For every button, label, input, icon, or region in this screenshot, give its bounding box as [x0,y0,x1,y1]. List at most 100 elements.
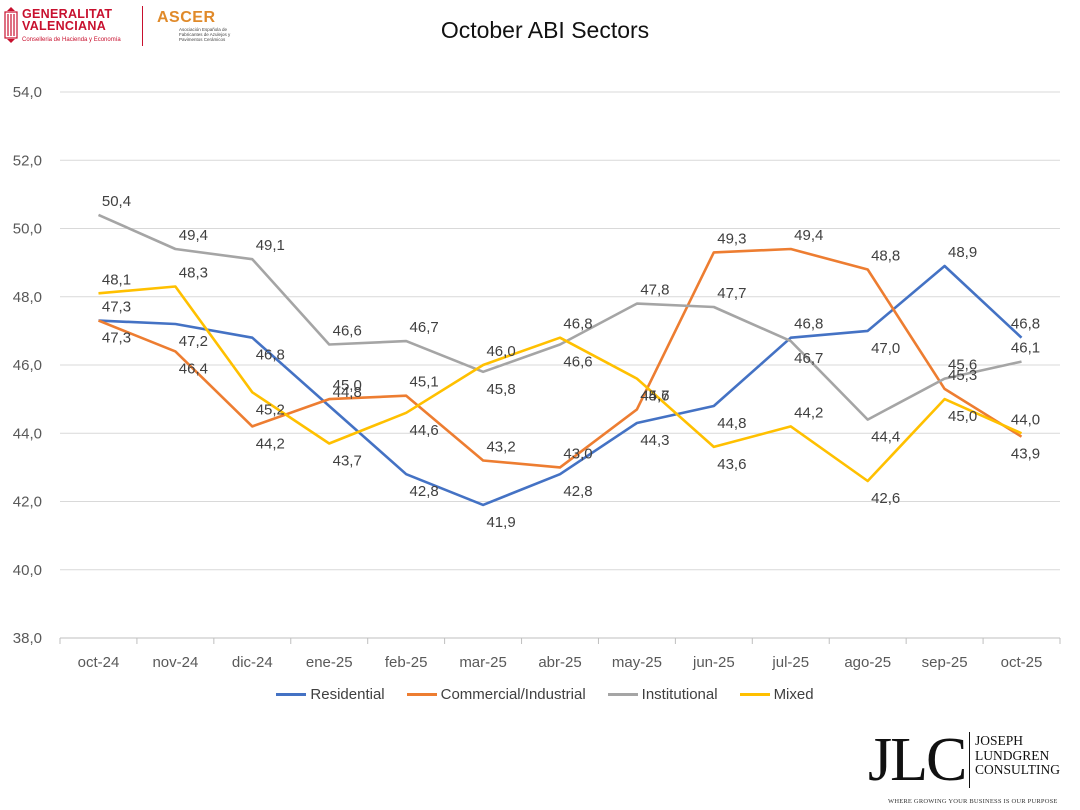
series-line [98,264,1023,507]
header-logos: GENERALITAT VALENCIANA Conselleria de Ha… [0,0,260,52]
x-tick-label: jul-25 [771,654,809,671]
data-label: 43,7 [333,452,362,469]
data-label: 46,8 [256,347,285,364]
data-label: 47,7 [717,285,746,302]
data-label: 49,1 [256,237,285,254]
chart-title: October ABI Sectors [440,17,650,43]
x-tick-label: abr-25 [538,654,581,671]
y-tick-label: 44,0 [13,425,42,442]
x-tick-label: dic-24 [232,654,273,671]
jlc-logo-divider [969,732,970,788]
x-tick-label: nov-24 [152,654,198,671]
data-label: 47,2 [179,333,208,350]
data-label: 44,2 [794,404,823,421]
x-tick-label: may-25 [612,654,662,671]
logo-divider [142,6,143,46]
legend-item: Institutional [607,686,718,703]
data-label: 46,1 [1011,340,1040,357]
data-label: 44,8 [717,415,746,432]
data-label: 47,0 [871,340,900,357]
legend-swatch [276,693,307,696]
data-label: 44,6 [410,422,439,439]
x-tick-label: sep-25 [922,654,968,671]
data-label: 45,6 [948,357,977,374]
jlc-logo: JLC JOSEPH LUNDGREN CONSULTING WHERE GRO… [866,726,1076,810]
axes: 38,0 40,0 42,0 44,0 46,0 48,0 50,0 52,0 54,0 oct-… [13,84,1061,671]
ascer-logo-text: ASCER [157,9,216,26]
data-label: 41,9 [486,514,515,531]
y-tick-label: 38,0 [13,630,42,647]
data-label: 42,8 [563,483,592,500]
data-label: 46,7 [410,319,439,336]
data-label: 47,3 [102,330,131,347]
data-label: 49,4 [794,227,823,244]
y-tick-label: 40,0 [13,562,42,579]
x-tick-label: ago-25 [844,654,891,671]
legend-label: Residential [310,686,385,703]
data-label: 45,8 [486,381,515,398]
data-label: 48,9 [948,244,977,261]
data-label: 48,8 [871,247,900,264]
data-label: 44,3 [640,432,669,449]
data-label: 46,8 [1011,316,1040,333]
data-label: 42,8 [410,483,439,500]
data-label: 45,1 [410,374,439,391]
x-tick-label: feb-25 [385,654,428,671]
jlc-logo-tagline: WHERE GROWING YOUR BUSINESS IS OUR PURPO… [888,798,1058,805]
y-tick-label: 48,0 [13,289,42,306]
jlc-logo-letters: JLC [868,726,967,794]
data-label: 45,0 [333,377,362,394]
data-label: 46,7 [794,350,823,367]
data-label: 47,3 [102,299,131,316]
generalitat-logo-subtitle: Conselleria de Hacienda y Economía [22,37,121,43]
data-label: 43,2 [486,439,515,456]
data-label: 46,4 [179,360,208,377]
x-tick-label: oct-24 [78,654,120,671]
data-label: 45,2 [256,401,285,418]
data-labels: 47,3 47,2 46,8 44,8 42,8 41,9 42,8 44,3 44,8 46,8… [102,193,1040,531]
legend-swatch [739,693,770,696]
series-lines [97,213,1023,507]
data-label: 49,4 [179,227,208,244]
legend-item: Mixed [739,686,814,703]
data-label: 46,8 [563,316,592,333]
data-label: 46,0 [486,343,515,360]
legend-swatch [607,693,638,696]
y-tick-label: 52,0 [13,152,42,169]
data-label: 43,6 [717,456,746,473]
y-tick-label: 50,0 [13,221,42,238]
data-label: 45,0 [948,408,977,425]
data-label: 48,1 [102,271,131,288]
chart-legend: Residential Commercial/Industrial Institut… [0,686,1080,703]
data-label: 44,0 [1011,411,1040,428]
series-line [98,285,1023,483]
legend-label: Institutional [641,686,718,703]
x-tick-label: jun-25 [692,654,735,671]
y-tick-label: 42,0 [13,494,42,511]
data-label: 44,2 [256,435,285,452]
data-label: 46,8 [794,316,823,333]
line-chart: 38,0 40,0 42,0 44,0 46,0 48,0 50,0 52,0 54,0 oct-… [13,84,1061,671]
legend-label: Mixed [773,686,814,703]
legend-label: Commercial/Industrial [440,686,586,703]
y-tick-label: 54,0 [13,84,42,101]
data-label: 46,6 [563,354,592,371]
data-label: 50,4 [102,193,131,210]
data-label: 43,0 [563,445,592,462]
x-tick-label: ene-25 [306,654,353,671]
data-label: 47,8 [640,282,669,299]
gridlines [60,91,1060,639]
legend-swatch [406,693,437,696]
x-tick-label: oct-25 [1001,654,1043,671]
jlc-logo-name: JOSEPH LUNDGREN CONSULTING [975,733,1061,777]
data-label: 46,6 [333,323,362,340]
x-tick-label: mar-25 [459,654,507,671]
data-label: 48,3 [179,265,208,282]
legend-item: Commercial/Industrial [406,686,586,703]
data-label: 44,8 [333,384,362,401]
ascer-logo-subtitle: Asociación Española de Fabricantes de Az… [179,27,231,42]
data-label: 45,6 [640,388,669,405]
generalitat-crest-icon [4,7,18,43]
data-label: 43,9 [1011,446,1040,463]
data-label: 49,3 [717,230,746,247]
